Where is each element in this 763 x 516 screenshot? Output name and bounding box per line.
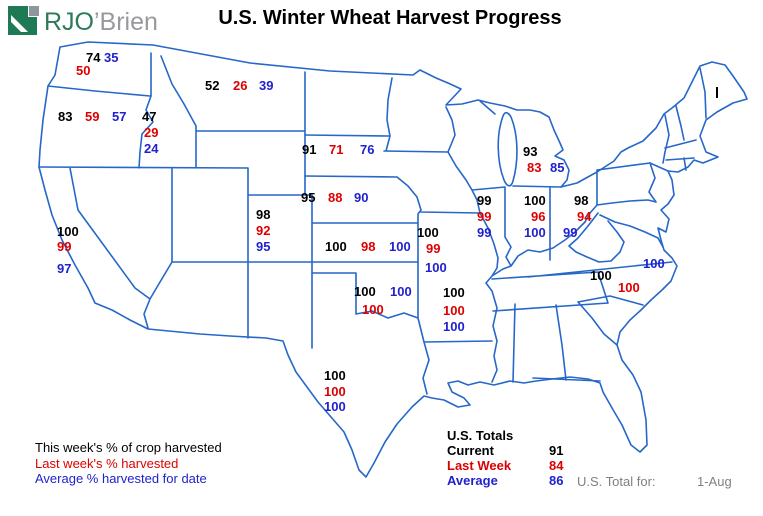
oh-current-value: 98: [574, 193, 589, 208]
ok-lastweek-value: 100: [362, 302, 384, 317]
co-current-value: 98: [256, 207, 271, 222]
ne-current-value: 95: [301, 190, 316, 205]
ar-lastweek-value: 100: [443, 303, 465, 318]
ca-average-value: 97: [57, 261, 72, 276]
totals-date-value: 1-Aug: [697, 474, 732, 489]
ks-lastweek-value: 98: [361, 239, 376, 254]
id-lastweek-value: 29: [144, 125, 159, 140]
totals-average-value: 86: [549, 473, 564, 488]
co-average-value: 95: [256, 239, 271, 254]
maine-mark: [716, 87, 718, 98]
totals-average-label: Average: [447, 473, 498, 488]
in-average-value: 100: [524, 225, 546, 240]
totals-current-label: Current: [447, 443, 494, 458]
totals-current-value: 91: [549, 443, 564, 458]
wa-current-value: 74: [86, 50, 101, 65]
ne-lastweek-value: 88: [328, 190, 343, 205]
in-lastweek-value: 96: [531, 209, 546, 224]
sd-lastweek-value: 71: [329, 142, 344, 157]
mo-lastweek-value: 99: [426, 241, 441, 256]
id-average-value: 24: [144, 141, 159, 156]
totals-date-label: U.S. Total for:: [577, 474, 656, 489]
legend: This week's % of crop harvested Last wee…: [35, 440, 222, 487]
il-average-value: 99: [477, 225, 492, 240]
nc-lastweek-value: 100: [618, 280, 640, 295]
ks-current-value: 100: [325, 239, 347, 254]
us-outline: [38, 41, 748, 478]
or-current-value: 83: [58, 109, 73, 124]
mt-current-value: 52: [205, 78, 220, 93]
mt-average-value: 39: [259, 78, 274, 93]
tx-lastweek-value: 100: [324, 384, 346, 399]
ne-average-value: 90: [354, 190, 369, 205]
or-lastweek-value: 59: [85, 109, 100, 124]
ok-current-value: 100: [354, 284, 376, 299]
id-current-value: 47: [142, 109, 157, 124]
mi-lastweek-value: 83: [527, 160, 542, 175]
nc-average-value: 100: [643, 256, 665, 271]
ca-current-value: 100: [57, 224, 79, 239]
wa-average-value: 35: [104, 50, 119, 65]
in-current-value: 100: [524, 193, 546, 208]
logo-text-gray: ’Brien: [94, 8, 158, 36]
mo-current-value: 100: [417, 225, 439, 240]
logo-corner-square: [28, 5, 40, 17]
ar-average-value: 100: [443, 319, 465, 334]
tx-current-value: 100: [324, 368, 346, 383]
mo-average-value: 100: [425, 260, 447, 275]
mi-current-value: 93: [523, 144, 538, 159]
totals-lastweek-label: Last Week: [447, 458, 512, 473]
rjobrien-logo-icon: [8, 5, 40, 35]
il-lastweek-value: 99: [477, 209, 492, 224]
page-title: U.S. Winter Wheat Harvest Progress: [218, 7, 562, 29]
totals-heading: U.S. Totals: [447, 428, 514, 443]
ks-average-value: 100: [389, 239, 411, 254]
sd-current-value: 91: [302, 142, 317, 157]
state-borders-midwest: [445, 100, 586, 383]
lake-michigan: [497, 111, 518, 187]
nc-current-value: 100: [590, 268, 612, 283]
rjobrien-logo-text: RJO’Brien: [44, 8, 158, 37]
oh-lastweek-value: 94: [577, 209, 592, 224]
state-borders-plains: [304, 77, 493, 395]
state-borders-west: [38, 52, 419, 349]
legend-average-label: Average % harvested for date: [35, 471, 207, 486]
sd-average-value: 76: [360, 142, 375, 157]
totals-lastweek-value: 84: [549, 458, 564, 473]
il-current-value: 99: [477, 193, 492, 208]
co-lastweek-value: 92: [256, 223, 271, 238]
wa-lastweek-value: 50: [76, 63, 91, 78]
tx-average-value: 100: [324, 399, 346, 414]
ca-lastweek-value: 99: [57, 239, 72, 254]
mi-average-value: 85: [550, 160, 565, 175]
legend-lastweek-label: Last week's % harvested: [35, 455, 179, 471]
mt-lastweek-value: 26: [233, 78, 248, 93]
logo-text-green: RJO: [44, 8, 94, 36]
state-borders-east: [491, 67, 707, 383]
or-average-value: 57: [112, 109, 127, 124]
oh-average-value: 99: [563, 225, 578, 240]
ar-current-value: 100: [443, 285, 465, 300]
legend-current-label: This week's % of crop harvested: [35, 440, 222, 455]
ok-average-value: 100: [390, 284, 412, 299]
